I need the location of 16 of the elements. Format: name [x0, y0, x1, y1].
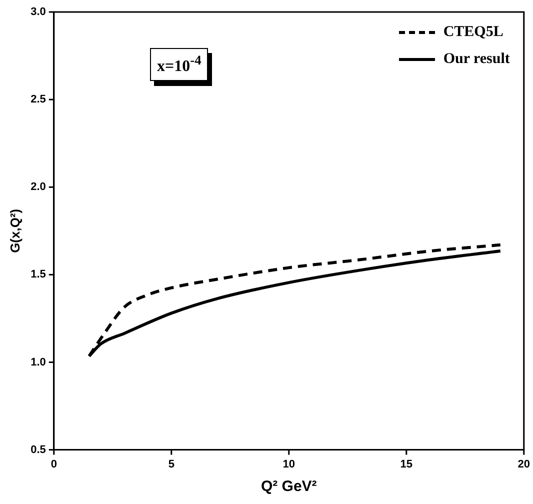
x-tick-label: 0	[50, 458, 57, 470]
y-tick-label: 2.5	[30, 94, 46, 106]
y-tick-label: 1.0	[30, 356, 46, 368]
y-tick-label: 3.0	[30, 6, 46, 18]
x-tick-label: 5	[168, 458, 174, 470]
x-tick-label: 15	[400, 458, 413, 470]
y-axis-title: G(x,Q²)	[7, 208, 22, 253]
annotation: x=10$^{-4}$	[157, 53, 202, 76]
x-axis-title: Q² GeV²	[260, 478, 317, 496]
legend-label: Our result	[443, 51, 510, 68]
x-tick-label: 20	[518, 458, 530, 470]
y-tick-label: 0.5	[30, 444, 46, 456]
x-tick-label: 10	[282, 458, 296, 470]
y-tick-label: 1.5	[30, 268, 46, 281]
legend-label: CTEQ5L	[443, 24, 504, 41]
y-tick-label: 2.0	[30, 181, 46, 194]
